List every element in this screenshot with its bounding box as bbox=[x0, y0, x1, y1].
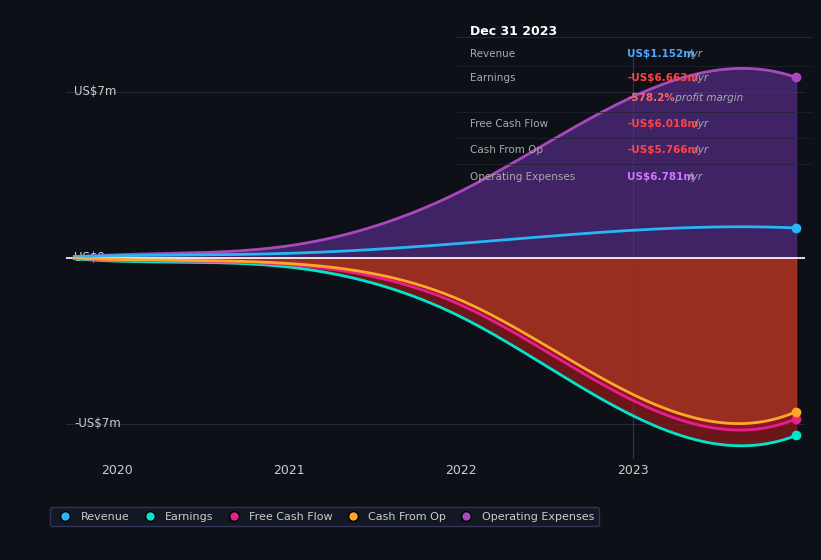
Text: -US$6.018m: -US$6.018m bbox=[627, 119, 699, 129]
Text: Cash From Op: Cash From Op bbox=[470, 145, 543, 155]
Text: profit margin: profit margin bbox=[672, 93, 743, 103]
Text: -US$5.766m: -US$5.766m bbox=[627, 145, 699, 155]
Text: US$0: US$0 bbox=[74, 251, 105, 264]
Text: US$1.152m: US$1.152m bbox=[627, 49, 695, 59]
Legend: Revenue, Earnings, Free Cash Flow, Cash From Op, Operating Expenses: Revenue, Earnings, Free Cash Flow, Cash … bbox=[50, 507, 599, 526]
Text: US$6.781m: US$6.781m bbox=[627, 171, 695, 181]
Text: Earnings: Earnings bbox=[470, 73, 516, 83]
Text: /yr: /yr bbox=[685, 49, 702, 59]
Text: -US$6.663m: -US$6.663m bbox=[627, 73, 699, 83]
Text: US$7m: US$7m bbox=[74, 85, 117, 98]
Text: -US$7m: -US$7m bbox=[74, 417, 121, 430]
Text: /yr: /yr bbox=[691, 73, 709, 83]
Text: Free Cash Flow: Free Cash Flow bbox=[470, 119, 548, 129]
Text: /yr: /yr bbox=[691, 119, 709, 129]
Text: Operating Expenses: Operating Expenses bbox=[470, 171, 576, 181]
Text: Revenue: Revenue bbox=[470, 49, 515, 59]
Text: /yr: /yr bbox=[691, 145, 709, 155]
Text: /yr: /yr bbox=[685, 171, 702, 181]
Text: Dec 31 2023: Dec 31 2023 bbox=[470, 25, 557, 38]
Text: -578.2%: -578.2% bbox=[627, 93, 675, 103]
